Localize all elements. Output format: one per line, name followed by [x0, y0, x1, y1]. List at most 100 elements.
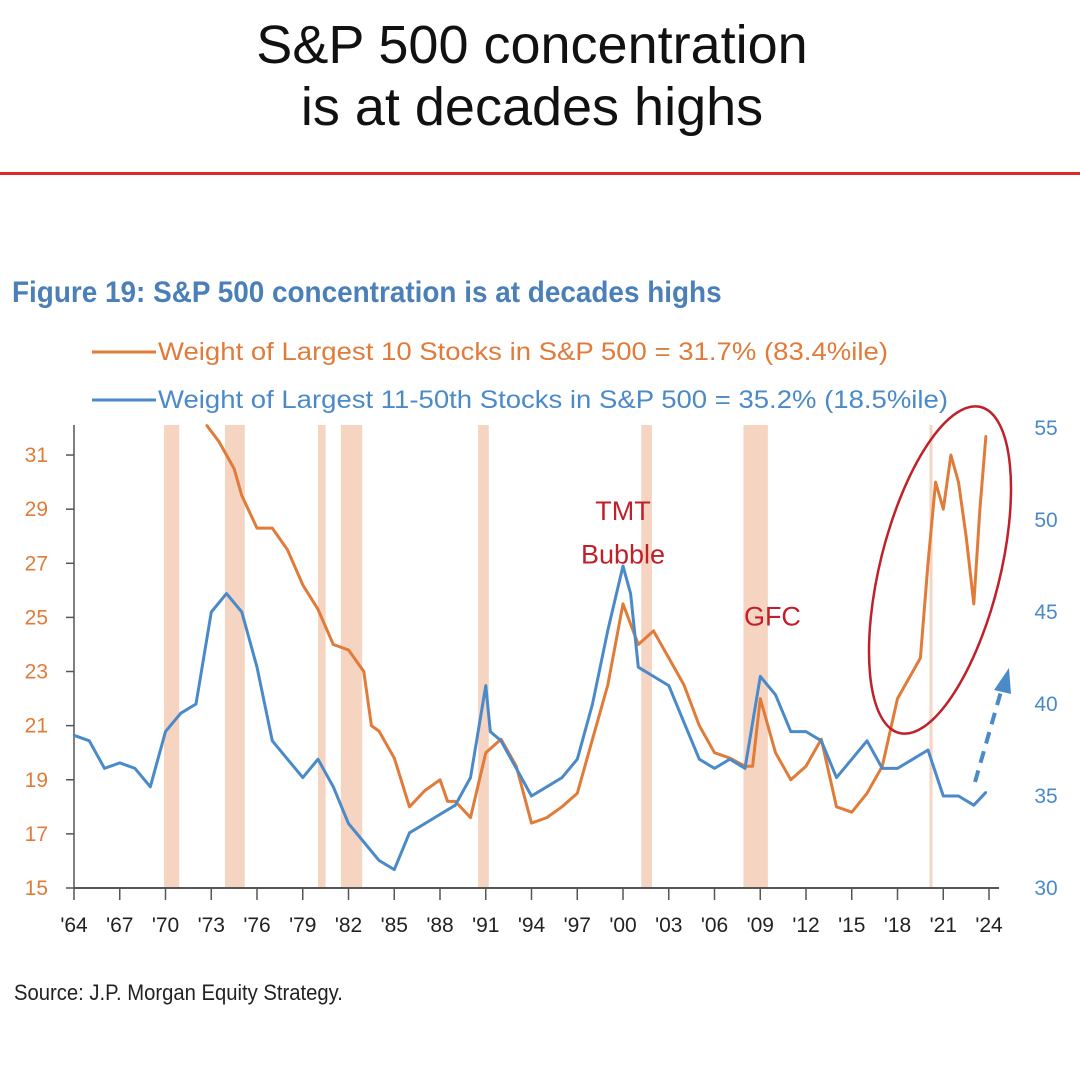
data-point — [576, 758, 579, 761]
headline-line-2: is at decades highs — [300, 77, 764, 137]
data-point — [484, 751, 487, 754]
recession-bar — [318, 425, 326, 888]
recession-bar — [224, 425, 245, 888]
y-right-tick-label: 45 — [1034, 601, 1057, 624]
data-point — [217, 440, 221, 443]
data-point — [698, 724, 701, 727]
data-point — [438, 813, 442, 816]
data-point — [682, 721, 686, 724]
data-point — [301, 776, 304, 779]
data-point — [591, 702, 594, 706]
data-point — [629, 592, 632, 595]
data-point — [728, 758, 731, 761]
data-point — [896, 767, 899, 770]
data-point — [560, 805, 564, 809]
x-tick-label: '97 — [564, 914, 591, 937]
data-point — [408, 805, 411, 809]
data-point — [984, 791, 988, 794]
data-point — [164, 730, 167, 733]
data-point — [972, 602, 975, 606]
recession-bar — [929, 425, 933, 888]
x-tick-label: '21 — [930, 914, 957, 937]
data-point — [926, 748, 930, 752]
data-point — [789, 730, 792, 733]
data-point — [896, 697, 899, 700]
data-point — [911, 670, 914, 673]
annotation-label: GFC — [744, 602, 801, 632]
data-point — [271, 526, 274, 530]
data-point — [560, 776, 564, 779]
dashed-arrow-shaft — [973, 687, 1004, 783]
recession-bar — [641, 425, 652, 888]
data-point — [789, 778, 792, 781]
data-point — [362, 670, 365, 673]
data-point — [240, 494, 243, 497]
x-tick-label: '82 — [335, 914, 362, 937]
data-point — [194, 702, 198, 706]
data-point — [698, 758, 701, 761]
data-point — [530, 821, 533, 825]
y-left-tick-label: 27 — [25, 552, 48, 575]
data-point — [835, 776, 838, 779]
data-point — [713, 751, 716, 754]
data-point — [774, 751, 777, 754]
x-tick-label: '76 — [243, 914, 270, 937]
data-point — [393, 868, 396, 871]
data-point — [850, 758, 853, 761]
data-point — [606, 683, 609, 687]
data-point — [423, 789, 426, 792]
data-point — [957, 794, 960, 798]
data-point — [255, 666, 259, 669]
data-point — [850, 811, 853, 814]
y-left-tick-label: 29 — [25, 498, 48, 521]
data-point — [393, 756, 396, 760]
data-point — [225, 592, 228, 595]
data-point — [469, 776, 472, 779]
data-point — [454, 804, 457, 807]
x-tick-label: '73 — [198, 914, 225, 937]
data-point — [469, 816, 472, 819]
data-point — [606, 629, 609, 632]
y-left-tick-label: 25 — [25, 606, 48, 629]
data-point — [240, 610, 243, 614]
data-point — [865, 792, 869, 795]
x-tick-label: '94 — [518, 914, 546, 937]
y-left-tick-label: 19 — [25, 769, 48, 792]
data-point — [103, 767, 106, 770]
data-point — [667, 684, 670, 687]
legend-label: Weight of Largest 11-50th Stocks in S&P … — [158, 386, 948, 414]
annotation-label: Bubble — [581, 539, 665, 569]
red-divider — [0, 172, 1080, 175]
data-point — [316, 608, 320, 611]
data-point — [545, 785, 548, 788]
source-note: Source: J.P. Morgan Equity Strategy. — [14, 980, 343, 1005]
data-point — [774, 693, 777, 696]
headline-line-1: S&P 500 concentration — [256, 15, 808, 75]
data-point — [934, 480, 937, 484]
data-point — [804, 730, 808, 733]
y-right-tick-label: 50 — [1034, 509, 1057, 532]
data-point — [637, 666, 640, 669]
x-tick-label: '06 — [701, 914, 728, 937]
data-point — [489, 730, 492, 733]
data-point — [835, 805, 838, 809]
data-point — [682, 683, 686, 687]
data-point — [881, 767, 884, 770]
data-point — [332, 785, 335, 788]
arrow-head-icon — [994, 668, 1011, 694]
data-point — [286, 758, 289, 761]
data-point — [149, 785, 152, 788]
data-point — [286, 548, 289, 551]
recession-bar — [478, 425, 489, 888]
data-point — [743, 767, 747, 770]
recession-bar — [743, 425, 768, 888]
y-right-tick-label: 55 — [1034, 417, 1057, 440]
data-point — [919, 656, 922, 660]
data-point — [499, 739, 503, 742]
data-point — [804, 765, 808, 768]
data-point — [751, 765, 754, 768]
recession-bar — [163, 425, 180, 888]
data-point — [271, 739, 274, 742]
data-point — [652, 629, 655, 633]
